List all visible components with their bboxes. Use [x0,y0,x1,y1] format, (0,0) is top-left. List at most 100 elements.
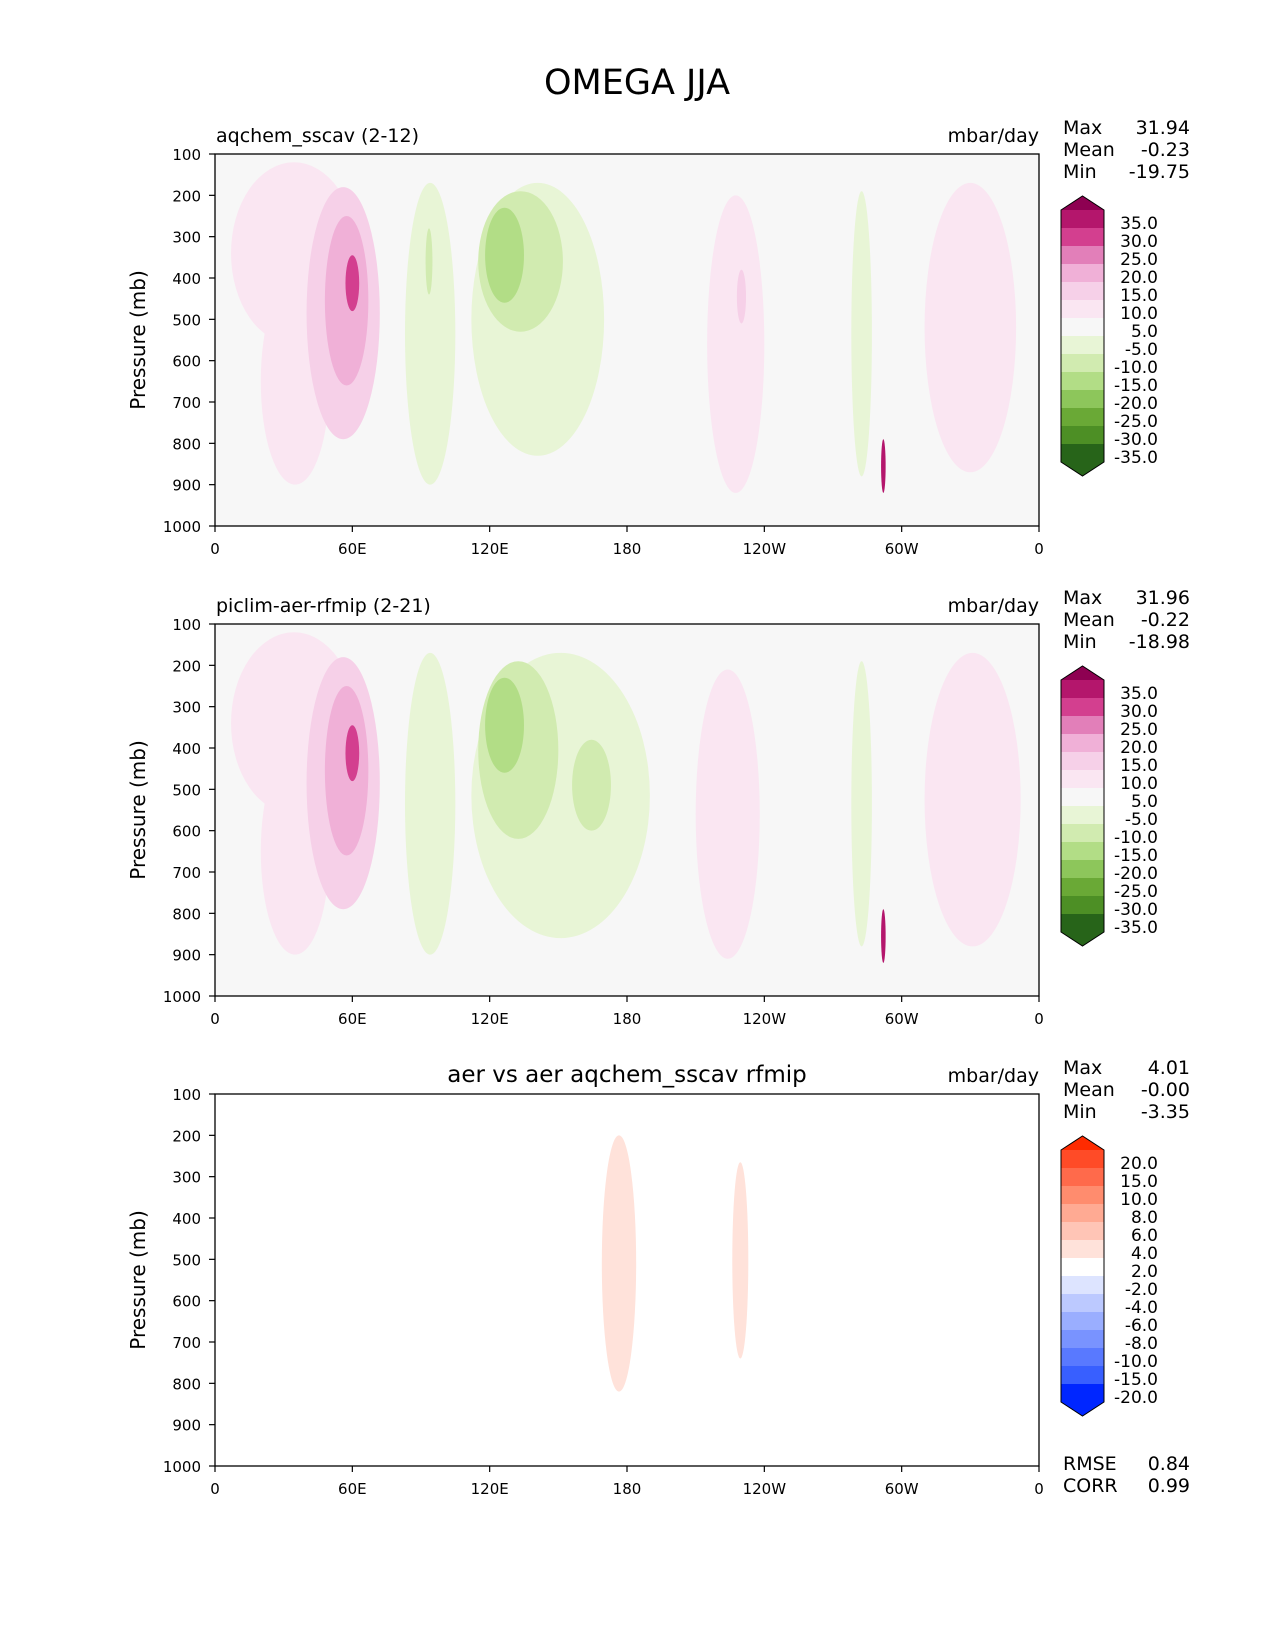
colorbar-swatch [1061,318,1104,337]
colorbar-label: 15.0 [1120,756,1158,776]
contour-region [324,216,369,386]
y-tick-label: 600 [172,823,201,841]
colorbar-label: -20.0 [1114,1388,1158,1408]
y-axis-label: Pressure (mb) [126,1210,150,1350]
contour-fields [521,1135,863,1429]
colorbar-swatch [1061,1168,1104,1187]
y-tick-label: 500 [172,1251,201,1269]
metric-value: 0.84 [1148,1453,1190,1475]
stat-value: -19.75 [1129,161,1190,183]
y-tick-label: 400 [172,270,201,288]
colorbar: 20.015.010.08.06.04.02.0-2.0-4.0-6.0-8.0… [1060,1135,1158,1417]
colorbar-label: -20.0 [1114,864,1158,884]
colorbar: 35.030.025.020.015.010.05.0-5.0-10.0-15.… [1060,665,1158,947]
colorbar-label: -15.0 [1114,376,1158,396]
stat-label: Mean [1063,139,1115,161]
y-tick-label: 100 [172,616,201,634]
colorbar-swatch [1061,1276,1104,1295]
colorbar: 35.030.025.020.015.010.05.0-5.0-10.0-15.… [1060,195,1158,477]
y-axis-label: Pressure (mb) [126,270,150,410]
colorbar-swatch [1061,752,1104,771]
colorbar-label: -35.0 [1114,448,1158,468]
colorbar-label: -5.0 [1125,340,1158,360]
x-tick-label: 60W [885,1480,919,1498]
y-axis-label: Pressure (mb) [126,740,150,880]
y-tick-label: 400 [172,1210,201,1228]
contour-region [732,1162,749,1359]
x-tick-label: 0 [210,540,220,558]
contour-region [485,677,524,773]
colorbar-swatch [1061,372,1104,391]
x-tick-label: 120W [743,1010,787,1028]
y-tick-label: 500 [172,311,201,329]
colorbar-swatch [1061,282,1104,301]
colorbar-swatch [1061,426,1104,445]
contour-region [881,439,886,493]
contour-region [881,909,886,963]
y-tick-label: 600 [172,353,201,371]
colorbar-label: -30.0 [1114,430,1158,450]
x-tick-label: 0 [1034,1480,1044,1498]
panel-title: piclim-aer-rfmip (2-21) [216,595,431,617]
contour-fields [231,632,1021,963]
colorbar-label: 25.0 [1120,720,1158,740]
colorbar-swatch [1061,806,1104,825]
y-tick-label: 400 [172,740,201,758]
stat-value: -0.23 [1141,139,1190,161]
y-tick-label: 100 [172,1086,201,1104]
stat-label: Min [1063,631,1097,653]
y-tick-label: 200 [172,657,201,675]
y-tick-label: 1000 [163,518,201,536]
x-tick-label: 180 [613,540,642,558]
stat-label: Max [1063,1057,1102,1079]
panel-3: 100 200 300 400 500 600 700 800 900 1000 0 60E 120E 1… [126,1057,1190,1498]
colorbar-outline [1060,1135,1105,1417]
stat-value: 31.96 [1136,587,1190,609]
y-tick-label: 800 [172,905,201,923]
colorbar-label: 10.0 [1120,774,1158,794]
colorbar-label: 5.0 [1131,322,1158,342]
colorbar-swatch [1061,914,1104,946]
colorbar-label: -30.0 [1114,900,1158,920]
metric-value: 0.99 [1148,1475,1190,1497]
x-tick-label: 0 [1034,1010,1044,1028]
colorbar-label: 15.0 [1120,286,1158,306]
colorbar-swatch [1061,698,1104,717]
y-tick-label: 800 [172,1375,201,1393]
colorbar-swatch [1061,680,1104,699]
colorbar-label: 2.0 [1131,1262,1158,1282]
panel-1: 100 200 300 400 500 600 700 800 900 1000 0 60E 120E 1… [126,117,1190,558]
colorbar-swatch [1061,408,1104,427]
colorbar-swatch [1061,896,1104,915]
x-tick-label: 120E [471,540,509,558]
x-tick-label: 60W [885,540,919,558]
contour-region [324,686,369,856]
stat-value: 4.01 [1148,1057,1190,1079]
colorbar-label: -4.0 [1125,1298,1158,1318]
y-tick-label: 300 [172,1169,201,1187]
metric-label: CORR [1063,1475,1118,1497]
contour-region [485,207,524,303]
figure-title: OMEGA JJA [544,63,730,103]
contour-region [668,1168,685,1301]
x-tick-label: 180 [613,1480,642,1498]
contour-region [860,1197,863,1252]
contour-region [345,255,360,312]
stat-value: -18.98 [1129,631,1190,653]
y-tick-label: 600 [172,1293,201,1311]
x-tick-label: 120E [471,1010,509,1028]
colorbar-swatch [1061,824,1104,843]
y-tick-label: 200 [172,187,201,205]
x-tick-label: 0 [210,1010,220,1028]
colorbar-label: -15.0 [1114,1370,1158,1390]
contour-region [601,1135,637,1392]
colorbar-swatch [1061,734,1104,753]
colorbar-swatch [1061,1186,1104,1205]
x-tick-label: 120E [471,1480,509,1498]
contour-region [924,652,1021,947]
contour-region [521,1139,534,1268]
colorbar-label: 30.0 [1120,232,1158,252]
stat-label: Mean [1063,609,1115,631]
colorbar-label: -10.0 [1114,828,1158,848]
